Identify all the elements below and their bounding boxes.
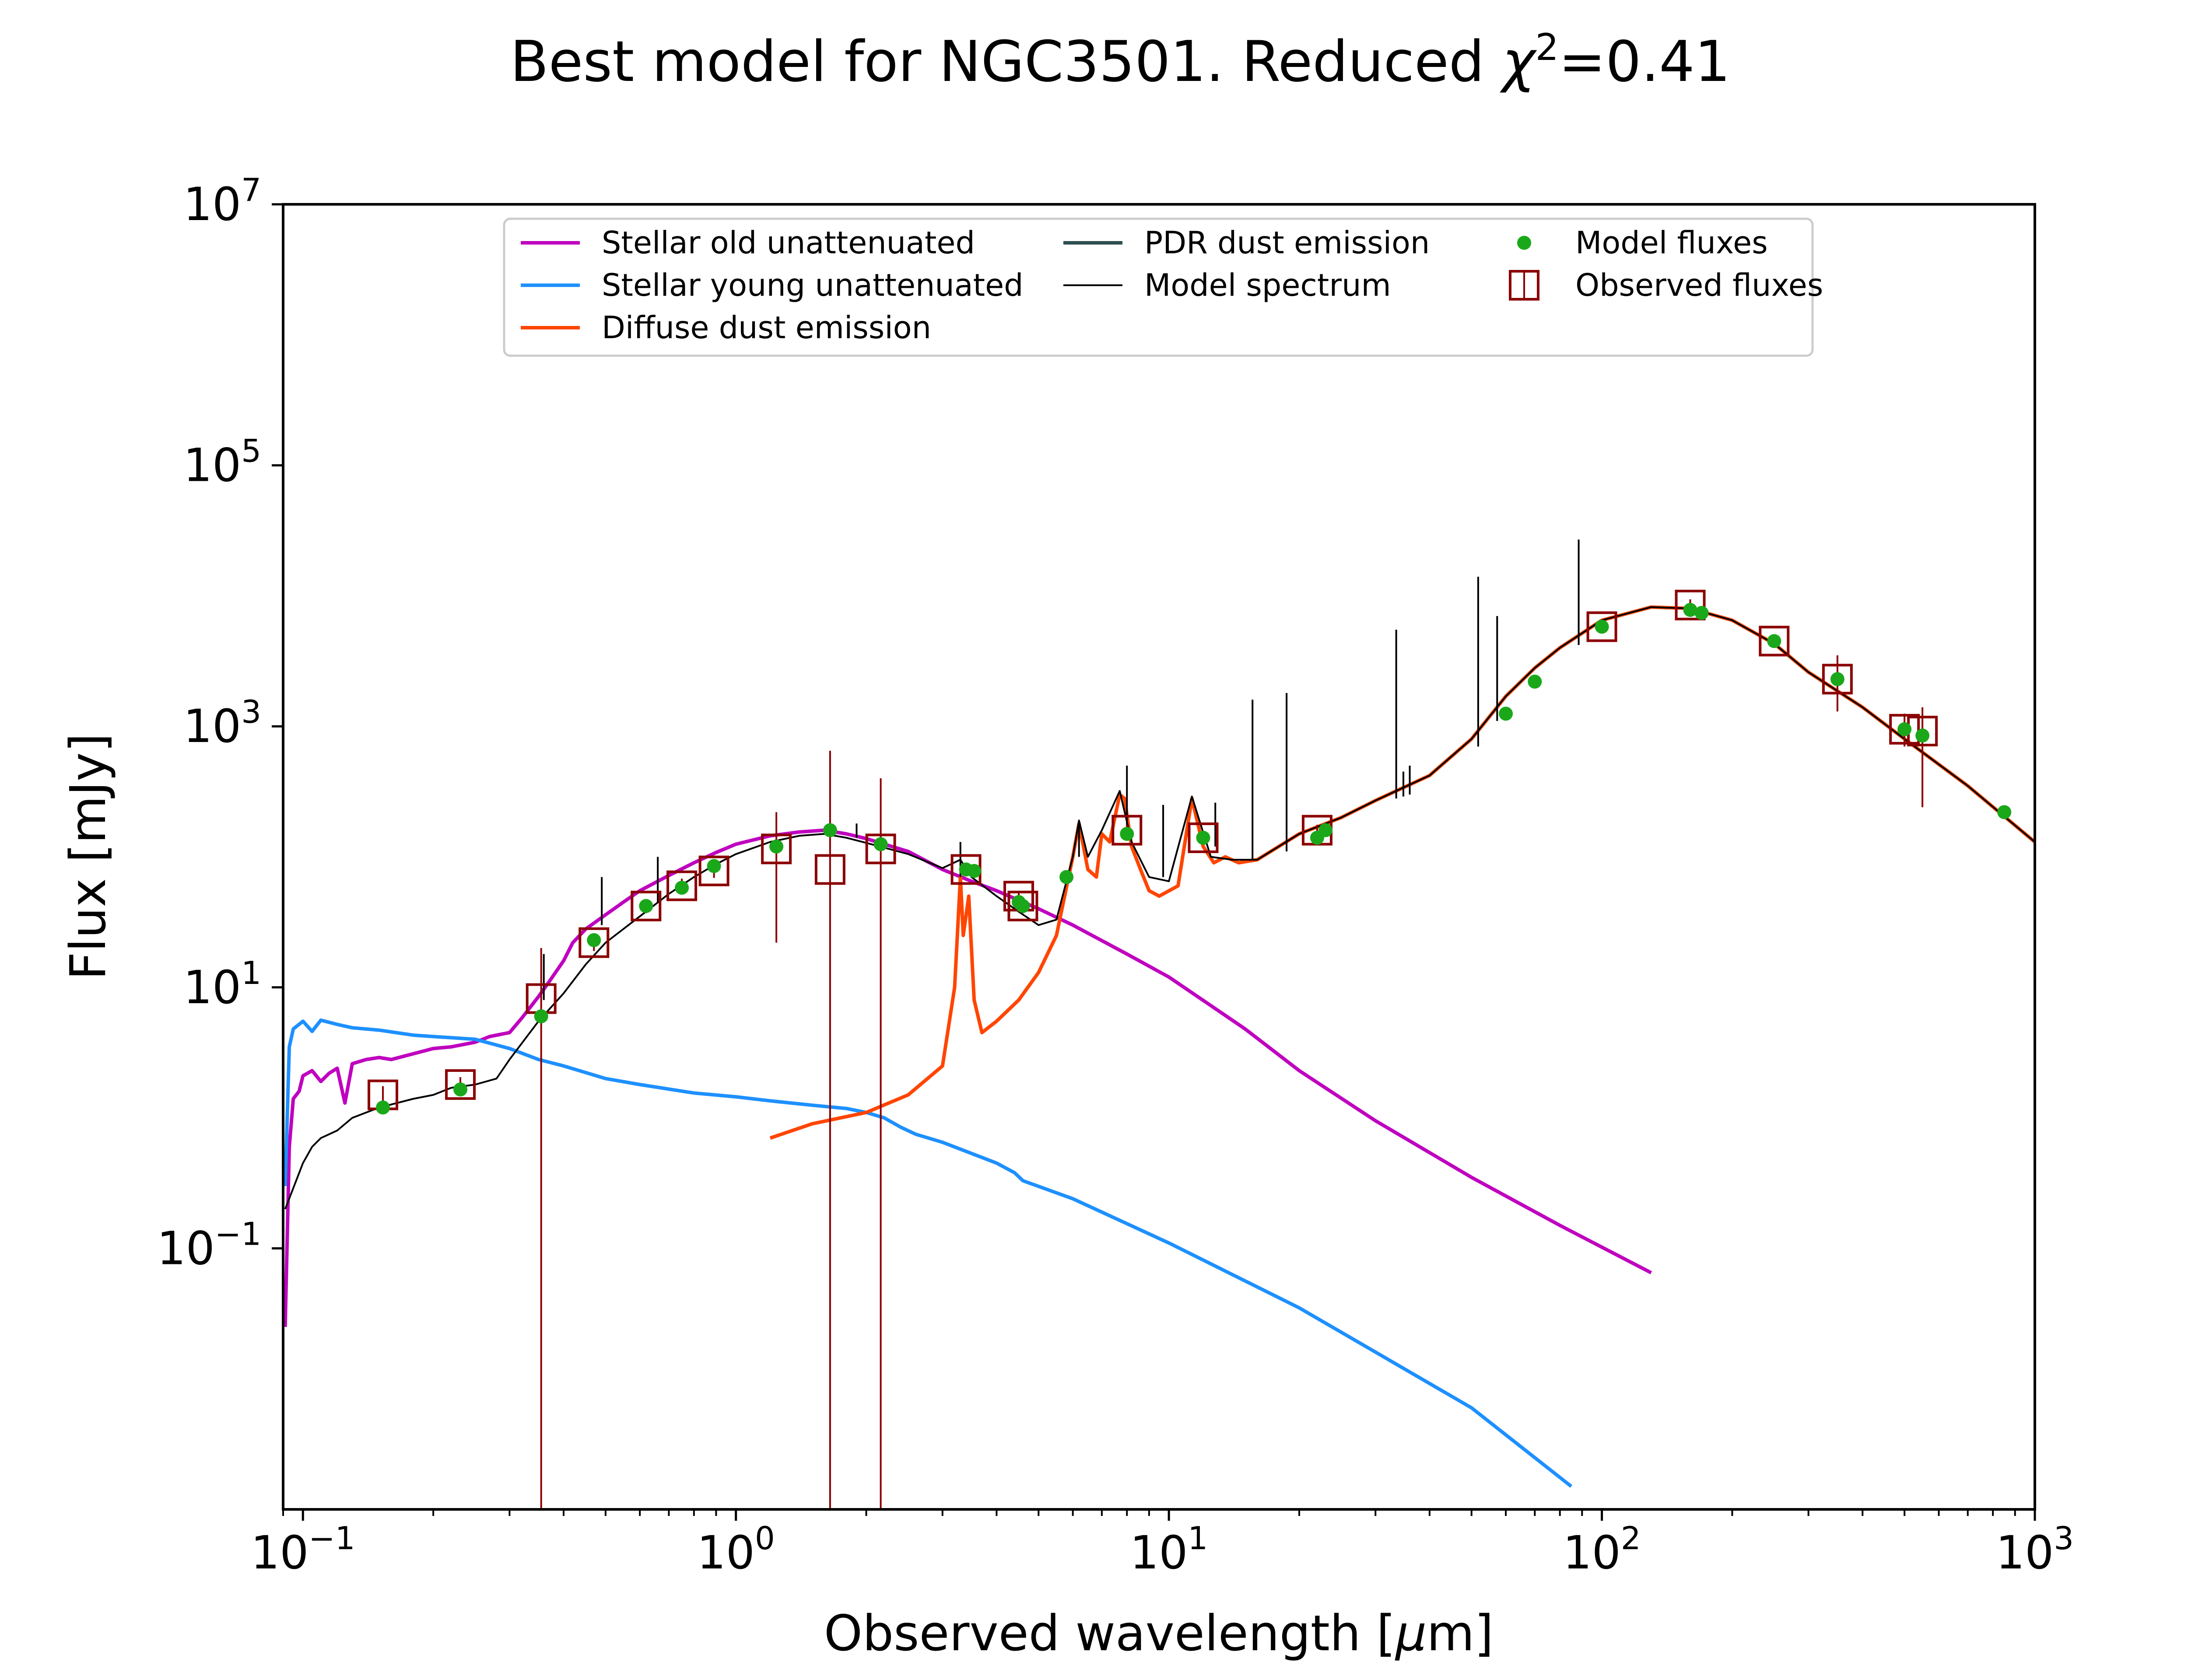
model-flux-point (1528, 675, 1542, 689)
series-line-stellar-old-unattenuated (283, 828, 1652, 1327)
legend-label: Model fluxes (1575, 225, 1768, 261)
observed-flux-marker (445, 1069, 476, 1100)
observed-flux-marker (1586, 611, 1617, 642)
model-flux-point (1830, 672, 1844, 686)
observed-fluxes-layer (368, 589, 1938, 1110)
legend-label: Stellar young unattenuated (602, 267, 1024, 303)
model-flux-point (1499, 707, 1513, 721)
legend-item: PDR dust emission (1063, 225, 1430, 261)
model-flux-point (823, 823, 837, 837)
model-flux-point (587, 933, 601, 947)
y-tick-label: 101 (183, 955, 261, 1014)
model-flux-point (1997, 805, 2012, 819)
legend-item: Model fluxes (1517, 225, 1768, 261)
model-flux-point (453, 1082, 468, 1097)
x-tick-label: 10−1 (251, 1520, 355, 1579)
legend-item: Stellar old unattenuated (521, 225, 975, 261)
model-flux-point (534, 1009, 548, 1023)
x-tick-label: 102 (1563, 1520, 1641, 1579)
legend-label: Stellar old unattenuated (602, 225, 975, 261)
x-axis-label: Observed wavelength [μm] (824, 1605, 1494, 1662)
legend-label: Diffuse dust emission (602, 310, 931, 346)
model-flux-point (1595, 620, 1609, 634)
model-flux-point (639, 899, 653, 913)
observed-flux-marker (1822, 664, 1853, 695)
model-flux-point (1767, 634, 1781, 648)
observed-flux-marker (666, 870, 698, 901)
legend-box (503, 217, 1814, 357)
y-tick-label: 107 (183, 172, 261, 231)
model-flux-point (769, 839, 784, 854)
model-flux-point (1196, 830, 1210, 845)
legend-label: Model spectrum (1144, 267, 1391, 303)
legend: Stellar old unattenuated Stellar young un… (503, 217, 1823, 357)
series-layer (283, 605, 2035, 1488)
model-flux-point (1318, 823, 1333, 837)
spectral-lines-layer (543, 539, 1580, 1000)
observed-flux-marker (1007, 890, 1038, 921)
observed-flux-marker (579, 927, 610, 958)
model-flux-point (967, 864, 982, 878)
model-flux-point (1683, 603, 1697, 617)
observed-flux-marker (1188, 822, 1219, 853)
observed-flux-marker (1112, 815, 1143, 846)
y-tick-label: 10−1 (157, 1215, 261, 1275)
model-flux-point (1897, 722, 1912, 736)
y-axis-label: Flux [mJy] (60, 733, 117, 980)
model-flux-point (1694, 606, 1709, 620)
model-fluxes-layer (376, 603, 2012, 1115)
y-tick-label: 103 (183, 693, 261, 753)
observed-flux-marker (1759, 626, 1790, 657)
observed-flux-marker (1889, 714, 1920, 745)
series-line-model-spectrum (284, 606, 2035, 1210)
legend-item: Model spectrum (1063, 267, 1391, 303)
errorbar-layer (382, 599, 1924, 1509)
series-line-stellar-young-unattenuated (283, 1018, 1573, 1488)
observed-flux-marker (814, 854, 845, 885)
ticks-layer: 10−1 100 101 102 103 10−1 101 103 105 107 (157, 172, 2074, 1579)
model-flux-point (1915, 728, 1930, 743)
y-tick-label: 105 (183, 433, 261, 492)
observed-flux-marker (698, 855, 729, 886)
x-tick-label: 100 (697, 1520, 775, 1579)
plot-frame (282, 203, 2036, 1511)
legend-item: Stellar young unattenuated (521, 267, 1024, 303)
chart-title: Best model for NGC3501. Reduced χ2=0.41 (510, 26, 1730, 94)
legend-swatch (1517, 236, 1531, 250)
model-flux-point (1016, 899, 1030, 913)
observed-flux-marker (865, 833, 896, 864)
model-flux-point (707, 859, 721, 873)
legend-label: PDR dust emission (1144, 225, 1430, 261)
x-tick-label: 101 (1130, 1520, 1208, 1579)
model-flux-point (376, 1100, 390, 1115)
model-flux-point (1059, 870, 1074, 884)
legend-item: Diffuse dust emission (521, 310, 931, 346)
observed-flux-marker (761, 833, 792, 864)
model-flux-point (1120, 826, 1134, 841)
model-flux-point (675, 881, 689, 895)
observed-flux-marker (631, 890, 662, 921)
x-tick-label: 103 (1996, 1520, 2074, 1579)
legend-label: Observed fluxes (1575, 267, 1823, 303)
model-flux-point (873, 837, 888, 851)
legend-item: Observed fluxes (1509, 267, 1823, 303)
observed-flux-marker (1675, 589, 1706, 620)
